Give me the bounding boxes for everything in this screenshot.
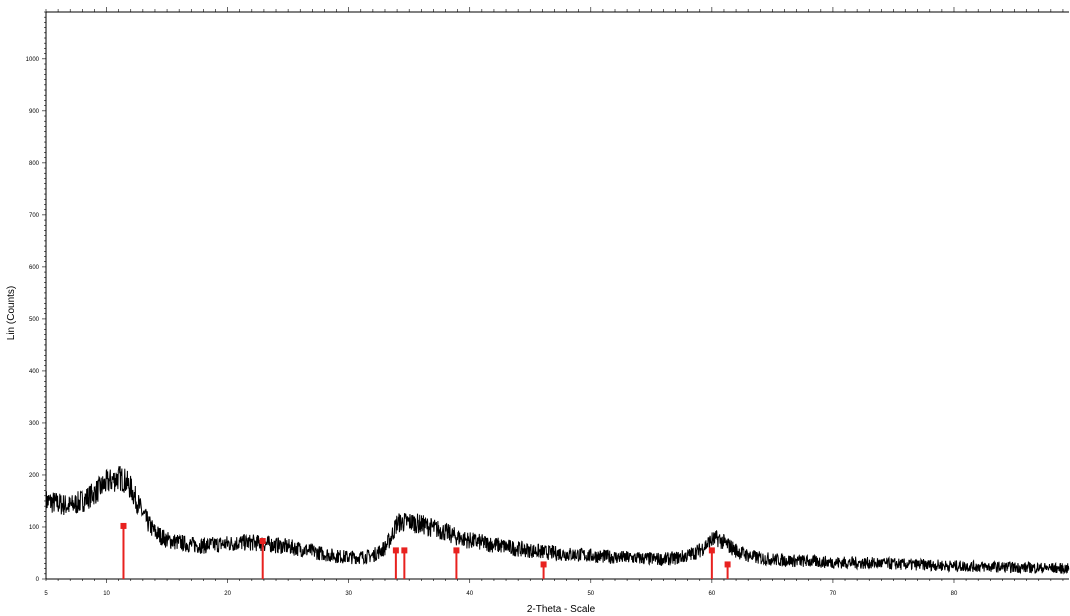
reference-marker bbox=[401, 547, 408, 554]
x-tick-label: 5 bbox=[44, 591, 48, 597]
reference-marker bbox=[453, 547, 460, 554]
y-tick-label: 300 bbox=[29, 421, 40, 427]
reference-lines bbox=[120, 522, 731, 579]
chart-axes bbox=[45, 11, 1069, 580]
y-tick-label: 100 bbox=[29, 525, 40, 531]
reference-marker bbox=[708, 547, 715, 554]
x-axis-title: 2-Theta - Scale bbox=[527, 604, 596, 615]
x-tick-label: 60 bbox=[709, 591, 716, 597]
x-tick-label: 30 bbox=[345, 591, 352, 597]
x-tick-label: 40 bbox=[466, 591, 473, 597]
y-tick-label: 1000 bbox=[26, 57, 40, 63]
x-tick-label: 20 bbox=[224, 591, 231, 597]
y-tick-label: 700 bbox=[29, 213, 40, 219]
chart-ticks bbox=[42, 7, 1064, 583]
y-tick-label: 800 bbox=[29, 161, 40, 167]
reference-marker bbox=[120, 522, 127, 529]
y-tick-label: 0 bbox=[36, 577, 40, 583]
y-tick-label: 500 bbox=[29, 317, 40, 323]
y-tick-label: 900 bbox=[29, 109, 40, 115]
reference-marker bbox=[540, 561, 547, 568]
y-tick-label: 400 bbox=[29, 369, 40, 375]
y-axis-title: Lin (Counts) bbox=[6, 286, 17, 340]
x-tick-label: 50 bbox=[587, 591, 594, 597]
reference-marker bbox=[392, 547, 399, 554]
diffraction-pattern-line bbox=[45, 465, 1070, 575]
x-tick-label: 70 bbox=[830, 591, 837, 597]
reference-marker bbox=[259, 538, 266, 545]
reference-marker bbox=[724, 561, 731, 568]
y-tick-label: 200 bbox=[29, 473, 40, 479]
x-tick-label: 10 bbox=[103, 591, 110, 597]
y-tick-label: 600 bbox=[29, 265, 40, 271]
x-tick-label: 80 bbox=[951, 591, 958, 597]
